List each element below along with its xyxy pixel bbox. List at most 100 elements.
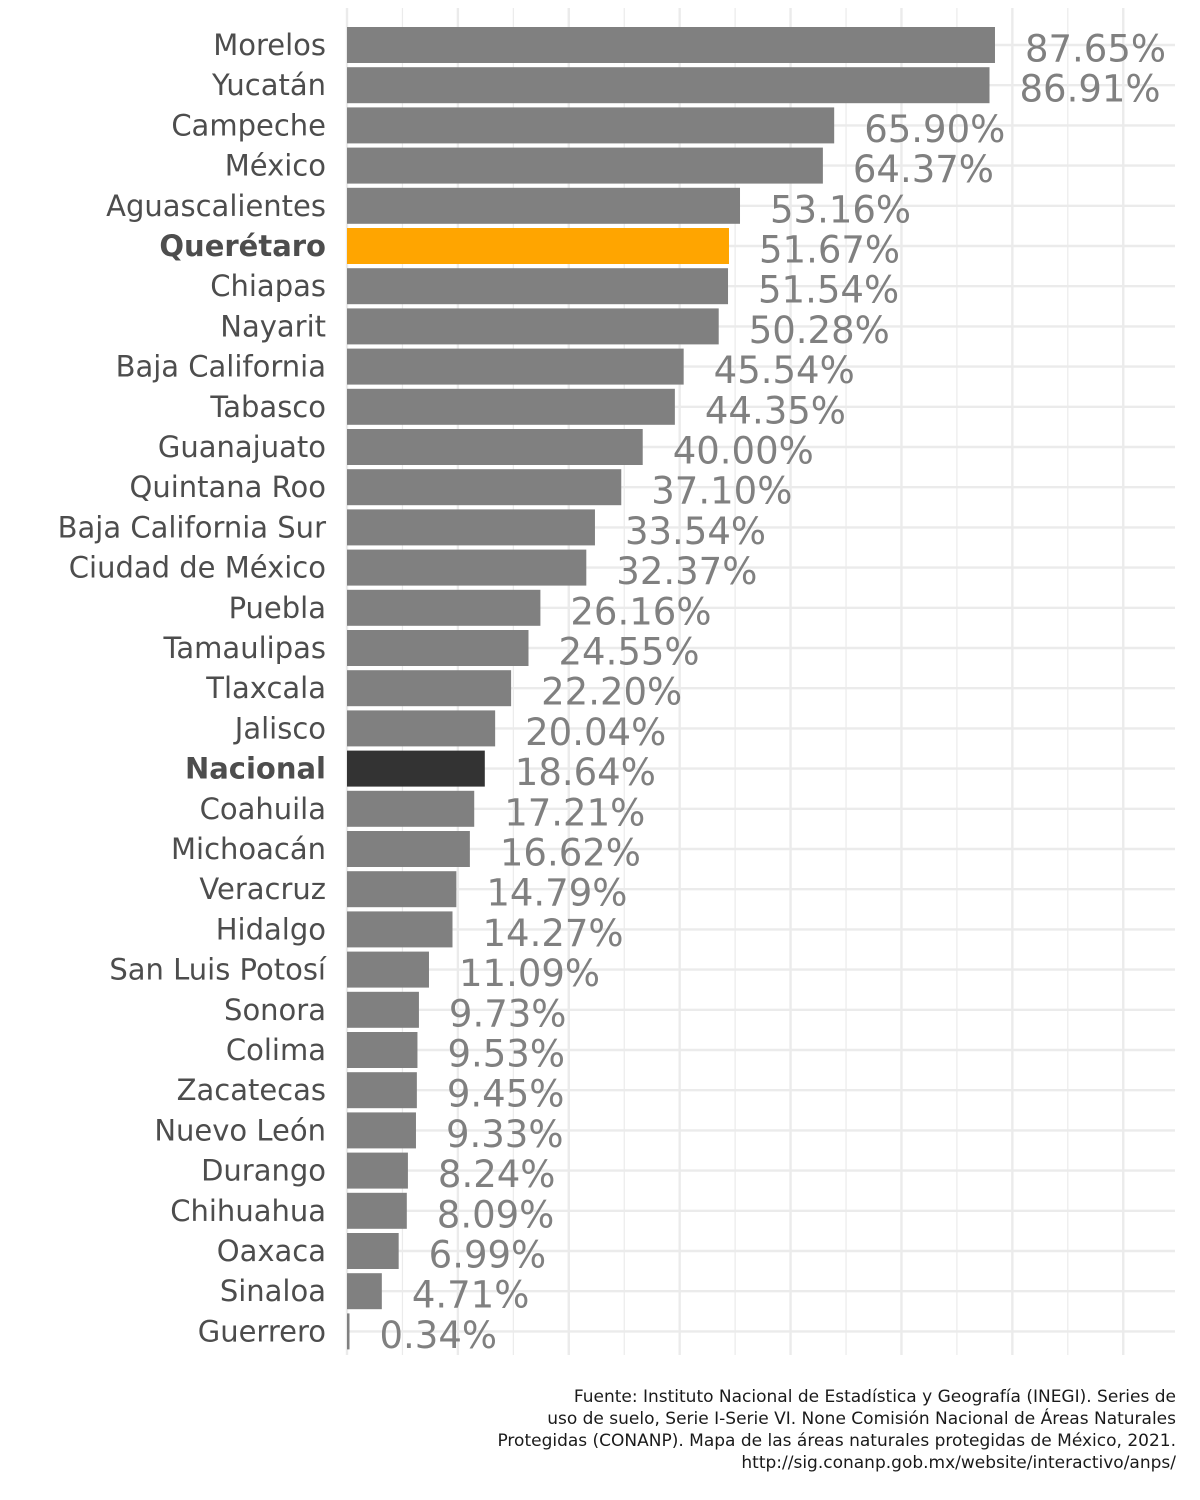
bar-baja-california (347, 348, 684, 385)
category-label: Querétaro (159, 229, 326, 263)
category-label: Tlaxcala (205, 671, 326, 705)
bar-veracruz (347, 871, 457, 908)
bar-guerrero (347, 1313, 350, 1350)
value-label: 44.35% (705, 389, 846, 432)
value-label: 9.45% (447, 1073, 565, 1116)
value-label: 51.54% (758, 269, 899, 312)
bar-jalisco (347, 710, 496, 747)
value-label: 22.20% (541, 671, 682, 714)
bar-tamaulipas (347, 630, 529, 666)
bar-michoacán (347, 831, 470, 867)
category-label: San Luis Potosí (109, 953, 327, 987)
category-label: Colima (226, 1033, 326, 1067)
bar-coahuila (347, 790, 475, 827)
category-label: Puebla (229, 591, 326, 625)
bar-puebla (347, 589, 541, 626)
category-label: Nayarit (220, 309, 326, 343)
category-label: Sonora (224, 993, 326, 1027)
bar-guanajuato (347, 429, 643, 465)
value-label: 64.37% (853, 148, 994, 191)
source-line-2: uso de suelo, Serie I-Serie VI. None Com… (547, 1409, 1176, 1429)
bar-aguascalientes (347, 187, 741, 224)
bar-baja-california-sur (347, 509, 595, 546)
value-label: 14.27% (482, 912, 623, 955)
value-label: 45.54% (714, 349, 855, 392)
value-label: 33.54% (625, 510, 766, 553)
value-label: 8.09% (437, 1193, 555, 1236)
value-label: 65.90% (864, 108, 1005, 151)
bar-méxico (347, 147, 823, 184)
category-label: Guerrero (198, 1314, 326, 1348)
value-label: 51.67% (759, 229, 900, 272)
source-line-4: http://sig.conanp.gob.mx/website/interac… (741, 1453, 1176, 1473)
bar-tabasco (347, 388, 675, 425)
category-label: Hidalgo (216, 912, 326, 946)
category-label: Nuevo León (154, 1113, 326, 1147)
source-line-3: Protegidas (CONANP). Mapa de las áreas n… (497, 1431, 1176, 1451)
category-label: Durango (201, 1154, 326, 1188)
bar-nuevo-león (347, 1112, 416, 1149)
category-label: Tabasco (209, 390, 326, 424)
bar-nayarit (347, 308, 719, 345)
category-label: Quintana Roo (130, 470, 327, 504)
value-label: 24.55% (558, 631, 699, 674)
value-label: 9.73% (449, 992, 567, 1035)
value-label: 4.71% (412, 1274, 530, 1317)
category-label: Sinaloa (220, 1274, 326, 1308)
bars (347, 27, 995, 1350)
value-labels: 87.65%86.91% 65.90%64.37%53.16%51.67%51.5… (380, 28, 1167, 1357)
value-label: 17.21% (504, 791, 645, 834)
bar-sinaloa (347, 1273, 382, 1310)
bar-zacatecas (347, 1072, 417, 1109)
bar-chiapas (347, 268, 729, 305)
bar-colima (347, 1032, 418, 1068)
category-label: Jalisco (233, 711, 326, 745)
value-label: 40.00% (673, 430, 814, 473)
bar-oaxaca (347, 1233, 399, 1269)
value-label: 32.37% (616, 550, 757, 593)
category-label: Tamaulipas (163, 631, 327, 665)
value-label: 16.62% (500, 832, 641, 875)
value-label: 9.33% (446, 1113, 564, 1156)
bar-chihuahua (347, 1192, 407, 1229)
bar-sonora (347, 991, 419, 1028)
bar-durango (347, 1152, 408, 1189)
bar-morelos (347, 27, 995, 63)
category-label: Morelos (213, 28, 326, 62)
value-label: 26.16% (570, 590, 711, 633)
bar-tlaxcala (347, 670, 512, 707)
category-label: Zacatecas (177, 1073, 326, 1107)
category-label: Campeche (171, 108, 326, 142)
source-line-1: Fuente: Instituto Nacional de Estadístic… (573, 1387, 1176, 1407)
category-label: Oaxaca (217, 1234, 326, 1268)
category-label: México (225, 149, 326, 183)
value-label: 87.65% (1025, 28, 1166, 71)
category-label: Coahuila (200, 792, 326, 826)
value-label: 50.28% (749, 309, 890, 352)
category-label: Veracruz (199, 872, 326, 906)
category-label: Nacional (185, 752, 326, 786)
value-label: 14.79% (486, 872, 627, 915)
bar-nacional (347, 750, 485, 787)
category-label: Chiapas (210, 269, 326, 303)
value-label: 6.99% (429, 1234, 547, 1277)
value-label: 0.34% (380, 1314, 498, 1357)
category-label: Aguascalientes (106, 189, 326, 223)
category-label: Guanajuato (158, 430, 326, 464)
category-labels: Morelos Yucatán Campeche México Aguascalient… (58, 28, 327, 1348)
value-label: 20.04% (525, 711, 666, 754)
category-label: Chihuahua (170, 1194, 326, 1228)
value-label: 86.91% (1020, 68, 1161, 111)
value-label: 18.64% (515, 751, 656, 794)
category-label: Ciudad de México (69, 551, 326, 585)
category-label: Baja California Sur (58, 510, 326, 544)
value-label: 11.09% (459, 952, 600, 995)
bar-hidalgo (347, 911, 453, 948)
value-label: 37.10% (651, 470, 792, 513)
category-label: Baja California (116, 350, 326, 384)
source-note: Fuente: Instituto Nacional de Estadístic… (416, 1386, 1176, 1474)
value-label: 9.53% (447, 1033, 565, 1076)
category-label: Yucatán (211, 68, 326, 102)
bar-san-luis-potosí (347, 951, 429, 988)
category-label: Michoacán (171, 832, 326, 866)
